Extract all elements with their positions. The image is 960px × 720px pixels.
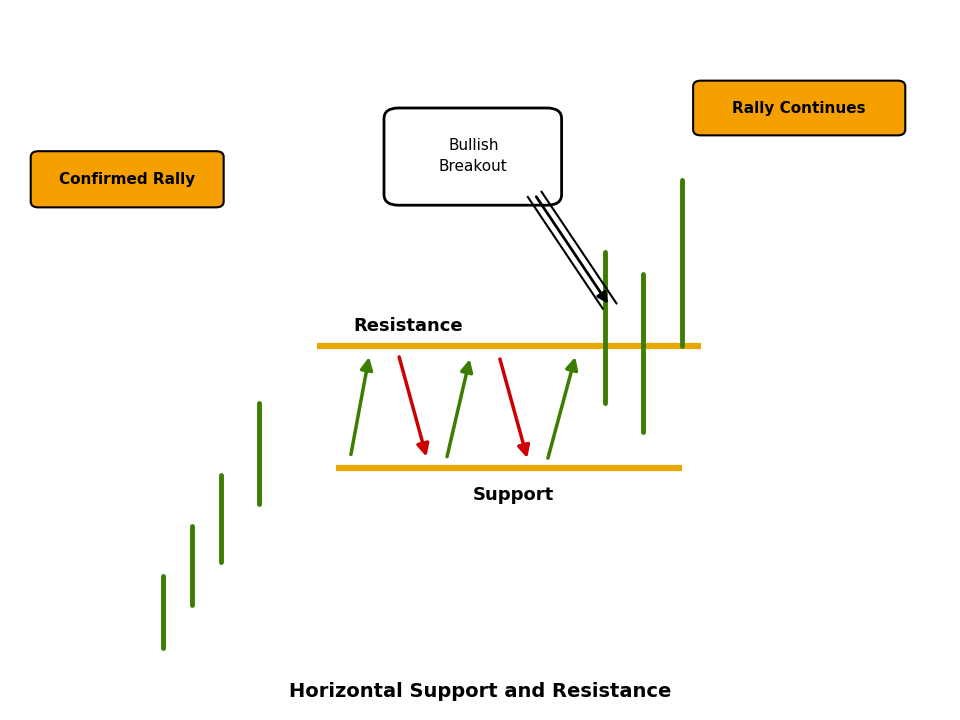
FancyBboxPatch shape xyxy=(693,81,905,135)
Text: Resistance: Resistance xyxy=(353,317,463,335)
FancyBboxPatch shape xyxy=(384,108,562,205)
Text: Confirmed Rally: Confirmed Rally xyxy=(60,172,195,186)
Text: Support: Support xyxy=(473,486,554,504)
FancyBboxPatch shape xyxy=(31,151,224,207)
Text: Horizontal Support and Resistance: Horizontal Support and Resistance xyxy=(289,682,671,701)
Text: Bullish
Breakout: Bullish Breakout xyxy=(439,138,508,174)
Text: Rally Continues: Rally Continues xyxy=(732,101,866,115)
